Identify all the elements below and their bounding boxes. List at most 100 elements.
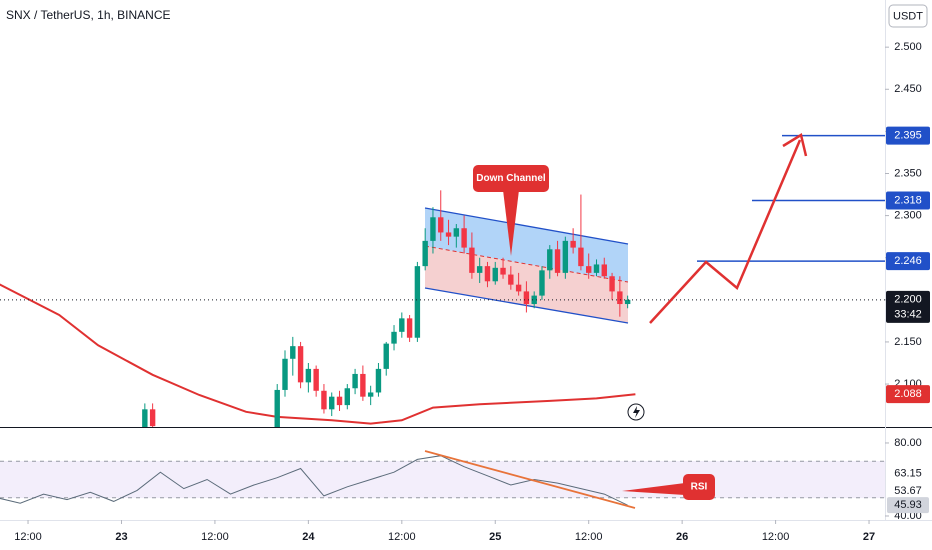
x-tick-label: 26 <box>676 531 688 543</box>
level-label: 2.088 <box>894 388 922 400</box>
y-tick-label: 2.500 <box>894 41 922 53</box>
candle-body <box>539 270 545 296</box>
level-label-box <box>886 385 930 404</box>
moving-average <box>0 283 636 425</box>
chart-title: SNX / TetherUS, 1h, BINANCE <box>6 8 171 22</box>
level-label-box <box>886 191 930 210</box>
alert-icon-bolt <box>633 406 640 418</box>
x-tick-label: 25 <box>489 531 501 543</box>
candle-body <box>461 228 467 248</box>
candle-body <box>336 396 343 406</box>
candle-body <box>531 295 537 305</box>
rsi-tick-label: 80.00 <box>894 437 922 449</box>
rsi-band <box>0 461 885 498</box>
level-label: 2.200 <box>894 294 922 306</box>
x-tick-label: 12:00 <box>575 531 603 543</box>
y-tick-label: 2.350 <box>894 167 922 179</box>
rsi-value-label: 45.93 <box>894 499 922 511</box>
level-label-box <box>886 126 930 145</box>
axes: 2.1002.1502.2002.2502.3002.3502.4002.450… <box>0 41 930 543</box>
level-label: 2.246 <box>894 255 922 267</box>
rsi-trendline <box>424 450 636 509</box>
callout-text: Down Channel <box>476 173 546 184</box>
x-tick-label: 12:00 <box>762 531 790 543</box>
candle-body <box>344 388 351 406</box>
candle-body <box>445 232 452 237</box>
rsi-value-label: 63.15 <box>894 468 922 480</box>
rsi-callout-pointer <box>622 483 685 495</box>
rsi-value-label: 53.67 <box>894 485 922 497</box>
x-tick-label: 12:00 <box>201 531 229 543</box>
channel-mid-line <box>424 245 629 283</box>
candle-body <box>624 299 631 305</box>
candle-body <box>305 368 312 383</box>
candle-body <box>367 392 374 397</box>
x-tick-label: 24 <box>302 531 315 543</box>
candle-body <box>297 346 304 383</box>
candle-body <box>484 266 491 282</box>
currency-box[interactable] <box>888 4 928 28</box>
level-label-box <box>886 252 930 271</box>
arrow-head <box>782 133 808 157</box>
candle-body <box>329 396 335 410</box>
candle-body <box>601 264 607 277</box>
candle-body <box>508 274 514 285</box>
candle-body <box>352 373 358 389</box>
candle-body <box>149 409 156 427</box>
countdown: 33:42 <box>894 309 922 321</box>
rsi-line <box>0 455 628 506</box>
x-tick-label: 12:00 <box>388 531 416 543</box>
projection-arrow <box>649 139 802 324</box>
candle-body <box>438 217 444 233</box>
candle-body <box>586 266 592 273</box>
candle-body <box>313 368 319 391</box>
candle-body <box>562 240 569 273</box>
y-tick-label: 2.300 <box>894 210 922 222</box>
level-label: 2.318 <box>894 194 922 206</box>
candle-body <box>321 390 327 410</box>
level-label: 2.395 <box>894 130 922 142</box>
level-label-box <box>886 290 930 323</box>
y-tick-label: 2.450 <box>894 83 922 95</box>
candle-body <box>282 358 288 390</box>
callout-pointer <box>503 190 519 256</box>
candle-body <box>360 373 366 397</box>
main-pane <box>0 190 636 427</box>
candle-body <box>399 318 405 332</box>
candle-body <box>469 247 475 273</box>
x-tick-label: 23 <box>115 531 127 543</box>
candle-body <box>406 318 413 338</box>
candle-body <box>593 264 600 273</box>
rsi-pane <box>0 455 885 506</box>
currency-label: USDT <box>893 10 923 22</box>
candle-body <box>290 346 296 359</box>
callout-box <box>473 165 549 192</box>
candle-body <box>515 284 522 292</box>
y-tick-label: 2.150 <box>894 336 922 348</box>
rsi-callout-box <box>683 474 715 500</box>
candle-body <box>414 266 421 338</box>
candle-body <box>476 266 483 273</box>
candle-body <box>391 331 397 344</box>
candle-body <box>609 276 615 292</box>
candle-body <box>375 368 382 393</box>
rsi-value-box <box>887 497 929 514</box>
candle-body <box>274 389 280 427</box>
candle-body <box>500 267 506 275</box>
channel-upper <box>425 208 628 282</box>
x-tick-label: 12:00 <box>14 531 42 543</box>
candle-body <box>547 249 553 271</box>
candle-body <box>578 247 584 267</box>
candle-body <box>422 240 428 267</box>
candle-body <box>617 291 623 305</box>
x-tick-label: 27 <box>863 531 875 543</box>
candle-body <box>430 217 436 241</box>
candle-body <box>383 343 389 369</box>
candle-body <box>453 228 460 237</box>
candle-body <box>492 267 498 282</box>
candle-body <box>142 409 148 427</box>
candle-body <box>570 240 576 248</box>
candle-body <box>523 291 530 305</box>
